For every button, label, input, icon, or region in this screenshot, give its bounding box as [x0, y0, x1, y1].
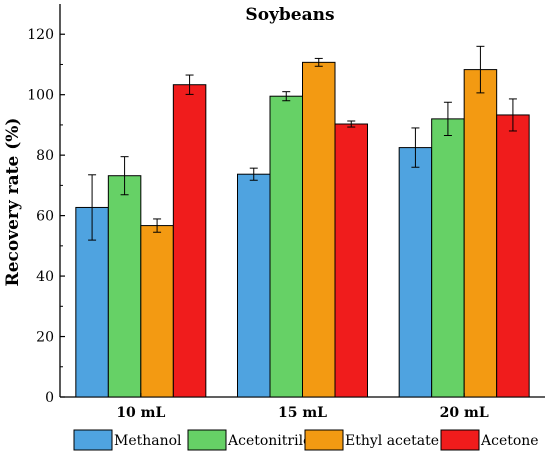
y-tick-label: 40: [36, 269, 54, 285]
y-tick-label: 0: [45, 390, 54, 406]
y-tick-label: 20: [36, 330, 54, 346]
legend-label-methanol: Methanol: [114, 433, 182, 449]
bar-ethyl-acetate: [140, 225, 174, 398]
legend-swatch-ethyl-acetate: [304, 429, 344, 451]
x-tick-label: 10 mL: [116, 405, 165, 421]
y-tick-label: 100: [27, 88, 54, 104]
bar-methanol: [398, 147, 433, 398]
y-tick-label: 80: [36, 148, 54, 164]
y-axis-label: Recovery rate (%): [3, 118, 23, 287]
legend-label-acetone: Acetone: [480, 433, 539, 449]
bar-acetonitrile: [431, 118, 465, 398]
legend-swatch-methanol: [73, 429, 113, 451]
bar-acetone: [334, 123, 368, 398]
chart-title: Soybeans: [245, 5, 334, 25]
bar-acetone: [496, 114, 530, 398]
y-tick-label: 60: [36, 209, 54, 225]
bar-acetonitrile: [269, 95, 303, 398]
legend-swatch-acetone: [440, 429, 480, 451]
bar-acetone: [172, 84, 207, 398]
bar-methanol: [237, 173, 271, 398]
plot-area: 0 20 40 60 80 100 120 10 mL 15 mL 20 mL: [27, 4, 545, 421]
legend-label-acetonitrile: Acetonitrile: [227, 433, 311, 449]
legend-label-ethyl-acetate: Ethyl acetate: [345, 433, 439, 449]
x-tick-label: 15 mL: [278, 405, 327, 421]
legend: Methanol Acetonitrile Ethyl acetate Acetone: [73, 429, 539, 451]
legend-swatch-acetonitrile: [187, 429, 227, 451]
bar-ethyl-acetate: [302, 61, 336, 398]
y-tick-label: 120: [27, 27, 54, 43]
bar-acetonitrile: [107, 175, 142, 398]
x-tick-label: 20 mL: [440, 405, 489, 421]
bar-ethyl-acetate: [463, 69, 498, 398]
